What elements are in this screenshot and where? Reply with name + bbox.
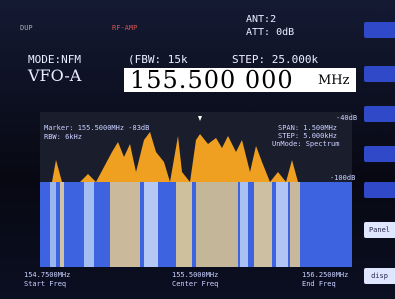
soft-key[interactable] bbox=[364, 106, 395, 122]
dup: DUP bbox=[20, 24, 33, 32]
waterfall-band bbox=[254, 182, 272, 267]
soft-key[interactable] bbox=[364, 22, 395, 38]
soft-key[interactable] bbox=[364, 182, 395, 198]
soft-key[interactable] bbox=[364, 146, 395, 162]
waterfall-band bbox=[290, 182, 300, 267]
antenna: ANT:2 bbox=[246, 14, 276, 25]
waterfall-band bbox=[276, 182, 288, 267]
frequency-unit: MHz bbox=[318, 73, 350, 88]
center-label: Center Freq bbox=[172, 280, 218, 288]
waterfall-band bbox=[144, 182, 158, 267]
center-freq: 155.5000MHz bbox=[172, 271, 218, 279]
rf-amp: RF-AMP bbox=[112, 24, 137, 32]
waterfall-band bbox=[60, 182, 64, 267]
filter-bandwidth: (FBW: 15k bbox=[128, 53, 188, 66]
marker: Marker: 155.5000MHz -83dB bbox=[44, 124, 149, 132]
waterfall-band bbox=[240, 182, 248, 267]
soft-key[interactable] bbox=[364, 66, 395, 82]
ref-bottom: -100dB bbox=[330, 174, 355, 182]
mode: MODE:NFM bbox=[28, 53, 81, 66]
waterfall-band bbox=[196, 182, 238, 267]
step: STEP: 25.000k bbox=[232, 53, 318, 66]
waterfall-band bbox=[50, 182, 56, 267]
spectrum-mode: UnMode: Spectrum bbox=[272, 140, 339, 148]
vfo-name: VFO-A bbox=[28, 66, 81, 85]
panel-key[interactable]: Panel bbox=[364, 222, 395, 238]
start-label: Start Freq bbox=[24, 280, 66, 288]
ref-top: -40dB bbox=[336, 114, 357, 122]
start-freq: 154.7500MHz bbox=[24, 271, 70, 279]
attenuator: ATT: 0dB bbox=[246, 27, 294, 38]
end-label: End Freq bbox=[302, 280, 336, 288]
spectrum-step: STEP: 5.000kHz bbox=[278, 132, 337, 140]
waterfall-band bbox=[110, 182, 140, 267]
waterfall-band bbox=[176, 182, 192, 267]
disp-key[interactable]: disp bbox=[364, 268, 395, 284]
end-freq: 156.2500MHz bbox=[302, 271, 348, 279]
device-screen: DUP RF-AMP ANT:2 ATT: 0dB MODE:NFM (FBW:… bbox=[0, 0, 395, 299]
span: SPAN: 1.500MHz bbox=[278, 124, 337, 132]
rbw: RBW: 6kHz bbox=[44, 133, 82, 141]
frequency: 155.500 000 bbox=[130, 66, 294, 94]
waterfall-band bbox=[84, 182, 94, 267]
